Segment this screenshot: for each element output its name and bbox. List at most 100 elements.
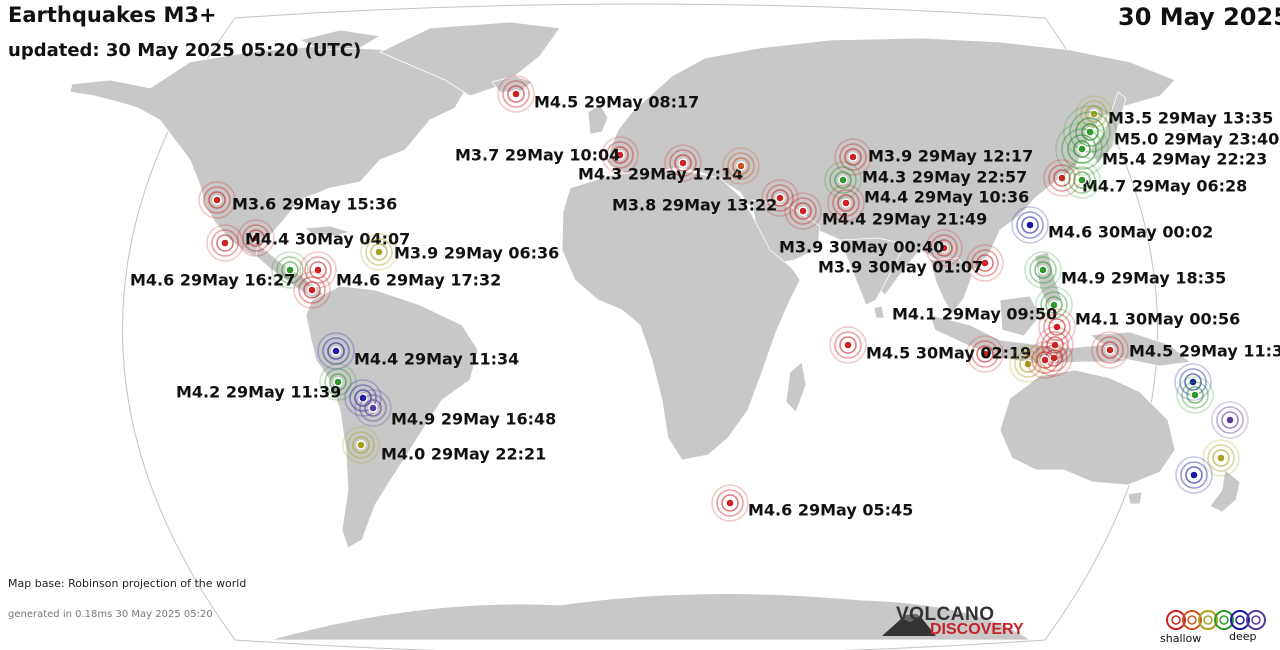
marker-ring bbox=[1021, 216, 1039, 234]
earthquake-marker[interactable] bbox=[1026, 341, 1064, 379]
earthquake-marker[interactable]: M4.4 29May 10:36 bbox=[827, 184, 1029, 222]
earthquake-marker[interactable]: M5.0 29May 23:40 bbox=[1063, 105, 1279, 159]
marker-ring bbox=[1035, 286, 1073, 324]
marker-ring bbox=[1186, 386, 1204, 404]
earthquake-marker[interactable] bbox=[1176, 376, 1214, 414]
earthquake-marker[interactable] bbox=[344, 379, 382, 417]
earthquake-marker[interactable] bbox=[1174, 363, 1212, 401]
marker-ring bbox=[1026, 341, 1064, 379]
earthquake-marker[interactable]: M4.5 29May 08:17 bbox=[497, 75, 699, 113]
legend-ring bbox=[1198, 610, 1218, 630]
marker-ring bbox=[966, 335, 1004, 373]
marker-center bbox=[775, 193, 785, 203]
marker-ring bbox=[1175, 456, 1213, 494]
earthquake-marker[interactable]: M4.4 29May 11:34 bbox=[317, 332, 519, 370]
marker-ring bbox=[347, 431, 375, 459]
earthquake-label: M4.4 29May 11:34 bbox=[354, 350, 519, 369]
marker-center bbox=[843, 340, 853, 350]
marker-center bbox=[1052, 322, 1062, 332]
legend-ring-inner bbox=[1251, 615, 1261, 625]
earthquake-marker[interactable]: M4.1 29May 09:50 bbox=[892, 286, 1073, 324]
earthquake-marker[interactable]: M3.9 30May 00:40 bbox=[779, 229, 963, 267]
earthquake-marker[interactable]: M4.6 29May 16:27 bbox=[130, 251, 309, 290]
map-title: Earthquakes M3+ bbox=[8, 3, 217, 27]
earthquake-marker[interactable]: M4.3 29May 17:14 bbox=[578, 144, 743, 184]
earthquake-marker[interactable]: M3.8 29May 13:22 bbox=[612, 179, 799, 217]
marker-ring bbox=[1221, 411, 1239, 429]
marker-center bbox=[678, 158, 688, 168]
marker-ring bbox=[1045, 296, 1063, 314]
earthquake-marker[interactable] bbox=[293, 271, 331, 309]
marker-ring bbox=[1014, 350, 1042, 378]
earthquake-label: M4.1 29May 09:50 bbox=[892, 305, 1057, 324]
marker-ring bbox=[1061, 128, 1103, 170]
marker-ring bbox=[293, 271, 331, 309]
marker-ring bbox=[1036, 326, 1074, 364]
marker-ring bbox=[727, 152, 755, 180]
marker-ring bbox=[664, 144, 702, 182]
marker-ring bbox=[1096, 336, 1124, 364]
marker-ring bbox=[1043, 313, 1071, 341]
marker-ring bbox=[1176, 376, 1214, 414]
earthquake-marker[interactable]: M4.6 29May 17:32 bbox=[299, 251, 501, 290]
landmass-tasmania bbox=[1127, 491, 1143, 505]
marker-ring bbox=[271, 251, 309, 289]
earthquake-marker[interactable]: M3.9 30May 01:07 bbox=[818, 244, 1004, 282]
logo-line-1: VOLCANO bbox=[896, 604, 995, 625]
marker-center bbox=[251, 233, 261, 243]
marker-ring bbox=[829, 326, 867, 364]
earthquake-marker[interactable] bbox=[1175, 456, 1213, 494]
legend-ring-inner bbox=[1203, 615, 1213, 625]
legend-ring bbox=[1230, 610, 1250, 630]
marker-center bbox=[980, 349, 990, 359]
earthquake-marker[interactable]: M3.7 29May 10:04 bbox=[455, 136, 639, 174]
marker-center bbox=[368, 403, 378, 413]
marker-ring bbox=[208, 191, 226, 209]
landmass-australia bbox=[999, 369, 1176, 486]
earthquake-marker[interactable] bbox=[206, 224, 244, 262]
landmass-british-isles bbox=[587, 103, 609, 135]
marker-center bbox=[358, 393, 368, 403]
earthquake-label: M3.9 29May 12:17 bbox=[868, 147, 1033, 166]
earthquake-marker[interactable]: M3.9 29May 12:17 bbox=[834, 138, 1033, 176]
earthquake-marker[interactable] bbox=[1063, 161, 1101, 199]
earthquake-marker[interactable] bbox=[1211, 401, 1249, 439]
earthquake-marker[interactable]: M4.4 30May 04:07 bbox=[237, 219, 410, 257]
earthquake-marker[interactable]: M4.9 29May 18:35 bbox=[1024, 251, 1226, 289]
earthquake-marker[interactable] bbox=[829, 326, 867, 364]
earthquake-marker[interactable]: M4.3 29May 22:57 bbox=[824, 161, 1027, 199]
marker-ring bbox=[1055, 122, 1109, 176]
earthquake-marker[interactable]: M4.5 29May 11:37 bbox=[1091, 331, 1280, 369]
marker-ring bbox=[507, 85, 525, 103]
marker-ring bbox=[1063, 105, 1117, 159]
earthquake-marker[interactable] bbox=[1202, 439, 1240, 477]
earthquake-marker[interactable]: M4.6 29May 05:45 bbox=[711, 484, 913, 522]
earthquake-marker[interactable]: M4.6 30May 00:02 bbox=[1011, 206, 1213, 244]
legend-ring bbox=[1166, 610, 1186, 630]
marker-ring bbox=[1073, 140, 1091, 158]
earthquake-label: M4.6 30May 00:02 bbox=[1048, 223, 1213, 242]
marker-ring bbox=[303, 281, 321, 299]
earthquake-marker[interactable]: M4.9 29May 16:48 bbox=[354, 389, 556, 429]
earthquake-label: M4.1 30May 00:56 bbox=[1075, 310, 1240, 329]
earthquake-marker[interactable]: M4.4 29May 21:49 bbox=[784, 192, 987, 230]
marker-ring bbox=[1063, 161, 1101, 199]
marker-ring bbox=[976, 254, 994, 272]
earthquake-marker[interactable]: M3.9 29May 06:36 bbox=[360, 233, 559, 271]
earthquake-marker[interactable]: M3.6 29May 15:36 bbox=[198, 181, 397, 219]
earthquake-marker[interactable]: M4.2 29May 11:39 bbox=[176, 363, 357, 402]
earthquake-label: M4.4 29May 10:36 bbox=[864, 188, 1029, 207]
marker-ring bbox=[971, 249, 999, 277]
earthquake-marker[interactable]: M5.4 29May 22:23 bbox=[1055, 122, 1267, 176]
legend-ring bbox=[1214, 610, 1234, 630]
earthquake-marker[interactable] bbox=[722, 147, 760, 185]
legend-ring bbox=[1246, 610, 1266, 630]
earthquake-marker[interactable]: M4.0 29May 22:21 bbox=[342, 426, 546, 464]
landmass-new-guinea bbox=[1088, 331, 1191, 367]
marker-ring bbox=[1181, 381, 1209, 409]
earthquake-marker[interactable]: M4.5 30May 02:19 bbox=[866, 335, 1031, 373]
marker-ring bbox=[1185, 466, 1203, 484]
marker-ring bbox=[837, 194, 855, 212]
marker-ring bbox=[1040, 291, 1068, 319]
marker-ring bbox=[1024, 251, 1062, 289]
